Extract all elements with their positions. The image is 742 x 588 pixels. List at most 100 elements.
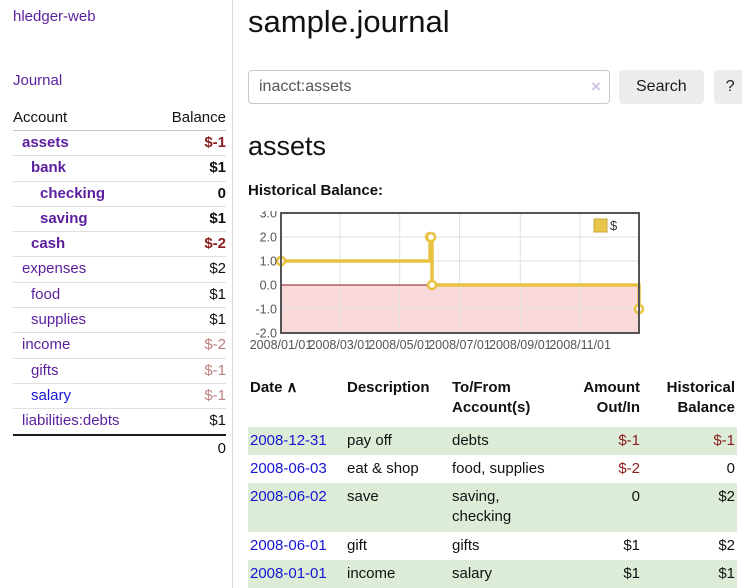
x-tick-label: 2008/05/01 bbox=[368, 338, 431, 352]
y-tick-label: 2.0 bbox=[260, 231, 277, 245]
transaction-accounts: debts bbox=[450, 427, 562, 455]
clear-search-icon[interactable]: × bbox=[591, 78, 601, 95]
legend-label: $ bbox=[610, 218, 618, 233]
date-header-label: Date bbox=[250, 379, 283, 396]
account-link[interactable]: food bbox=[31, 286, 60, 303]
transaction-amount: $1 bbox=[562, 560, 642, 588]
accounts-header-balance: Balance bbox=[154, 106, 226, 131]
account-cell: checking bbox=[13, 181, 154, 206]
account-cell: food bbox=[13, 282, 154, 307]
account-link[interactable]: supplies bbox=[31, 311, 86, 328]
account-row: salary$-1 bbox=[13, 383, 226, 408]
data-point-marker[interactable] bbox=[428, 281, 436, 289]
transaction-description: eat & shop bbox=[345, 455, 450, 483]
transaction-accounts: saving, checking bbox=[450, 483, 562, 532]
account-link[interactable]: cash bbox=[31, 235, 65, 252]
account-link[interactable]: salary bbox=[31, 387, 71, 404]
account-balance: $-1 bbox=[154, 358, 226, 383]
column-header-date[interactable]: Date∧ bbox=[248, 376, 345, 427]
search-button[interactable]: Search bbox=[619, 70, 704, 104]
transaction-accounts: salary bbox=[450, 560, 562, 588]
transaction-balance: $2 bbox=[642, 532, 737, 560]
transaction-date-cell: 2008-06-01 bbox=[248, 532, 345, 560]
account-balance: $1 bbox=[154, 282, 226, 307]
transaction-amount: 0 bbox=[562, 483, 642, 532]
help-button[interactable]: ? bbox=[714, 70, 742, 104]
account-link[interactable]: expenses bbox=[22, 260, 86, 277]
sidebar-item-journal[interactable]: Journal bbox=[13, 72, 226, 89]
account-link[interactable]: checking bbox=[40, 185, 105, 202]
account-link[interactable]: saving bbox=[40, 210, 88, 227]
transaction-date-cell: 2008-12-31 bbox=[248, 427, 345, 455]
transaction-date-link[interactable]: 2008-06-03 bbox=[250, 460, 327, 477]
account-cell: saving bbox=[13, 206, 154, 231]
y-tick-label: 1.0 bbox=[260, 255, 277, 269]
accounts-total-spacer bbox=[13, 435, 154, 462]
transaction-date-cell: 2008-06-03 bbox=[248, 455, 345, 483]
account-cell: bank bbox=[13, 156, 154, 181]
chart-svg: $3.02.01.00.0-1.0-2.02008/01/012008/03/0… bbox=[248, 211, 728, 357]
accounts-header-account: Account bbox=[13, 106, 154, 131]
transaction-date-link[interactable]: 2008-01-01 bbox=[250, 565, 327, 582]
transaction-accounts: food, supplies bbox=[450, 455, 562, 483]
transactions-table: Date∧ Description To/From Account(s) Amo… bbox=[248, 376, 737, 588]
accounts-header-row: Account Balance bbox=[13, 106, 226, 131]
account-row: cash$-2 bbox=[13, 232, 226, 257]
column-header-accounts: To/From Account(s) bbox=[450, 376, 562, 427]
transactions-header-row: Date∧ Description To/From Account(s) Amo… bbox=[248, 376, 737, 427]
transaction-date-link[interactable]: 2008-12-31 bbox=[250, 432, 327, 449]
account-balance: $1 bbox=[154, 206, 226, 231]
account-row: income $-2 bbox=[13, 333, 226, 358]
brand-link[interactable]: hledger-web bbox=[13, 8, 226, 25]
account-cell: expenses bbox=[13, 257, 154, 282]
page-title: sample.journal bbox=[248, 4, 742, 40]
search-input-wrap: × bbox=[248, 70, 610, 104]
search-form: × Search ? bbox=[248, 70, 742, 104]
sidebar: hledger-web Journal Account Balance asse… bbox=[0, 0, 233, 588]
account-balance: $1 bbox=[154, 156, 226, 181]
transaction-date-cell: 2008-06-02 bbox=[248, 483, 345, 532]
account-balance: $-2 bbox=[154, 333, 226, 358]
transaction-description: gift bbox=[345, 532, 450, 560]
account-row: supplies$1 bbox=[13, 308, 226, 333]
data-point-marker[interactable] bbox=[427, 233, 435, 241]
account-link[interactable]: bank bbox=[31, 159, 66, 176]
transaction-description: income bbox=[345, 560, 450, 588]
account-balance: $1 bbox=[154, 409, 226, 435]
account-link[interactable]: assets bbox=[22, 134, 69, 151]
account-link[interactable]: income bbox=[22, 336, 70, 353]
transaction-balance: 0 bbox=[642, 455, 737, 483]
account-row: saving $1 bbox=[13, 206, 226, 231]
account-cell: income bbox=[13, 333, 154, 358]
transaction-description: save bbox=[345, 483, 450, 532]
account-row: assets$-1 bbox=[13, 131, 226, 156]
y-tick-label: 3.0 bbox=[260, 211, 277, 221]
account-cell: supplies bbox=[13, 308, 154, 333]
account-row: bank $1 bbox=[13, 156, 226, 181]
account-link[interactable]: liabilities:debts bbox=[22, 412, 120, 429]
transaction-balance: $1 bbox=[642, 560, 737, 588]
legend-swatch bbox=[594, 219, 607, 232]
account-heading: assets bbox=[248, 131, 742, 162]
transaction-accounts: gifts bbox=[450, 532, 562, 560]
y-tick-label: -1.0 bbox=[255, 303, 277, 317]
search-input[interactable] bbox=[248, 70, 610, 104]
transaction-amount: $-2 bbox=[562, 455, 642, 483]
transaction-date-link[interactable]: 2008-06-02 bbox=[250, 488, 327, 505]
transaction-date-link[interactable]: 2008-06-01 bbox=[250, 537, 327, 554]
transaction-balance: $2 bbox=[642, 483, 737, 532]
x-tick-label: 2008/03/01 bbox=[309, 338, 372, 352]
account-balance: $2 bbox=[154, 257, 226, 282]
account-link[interactable]: gifts bbox=[31, 362, 59, 379]
column-header-description: Description bbox=[345, 376, 450, 427]
column-header-amount: Amount Out/In bbox=[562, 376, 642, 427]
account-row: liabilities:debts $1 bbox=[13, 409, 226, 435]
chart-title: Historical Balance: bbox=[248, 182, 742, 199]
account-row: gifts $-1 bbox=[13, 358, 226, 383]
y-tick-label: 0.0 bbox=[260, 279, 277, 293]
